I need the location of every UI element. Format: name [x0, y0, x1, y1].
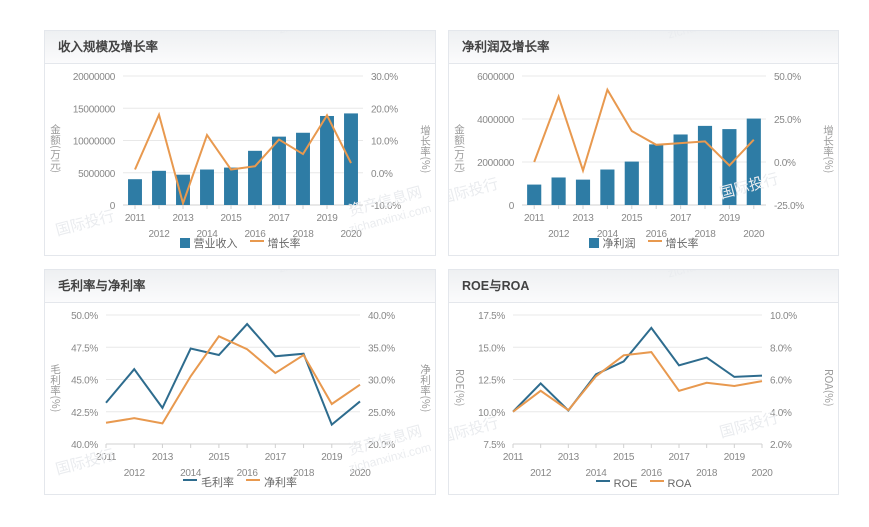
svg-text:35.0%: 35.0% — [368, 343, 395, 354]
svg-text:2011: 2011 — [524, 213, 545, 224]
svg-text:50.0%: 50.0% — [71, 311, 98, 322]
svg-text:-25.0%: -25.0% — [774, 201, 804, 212]
svg-text:2000000: 2000000 — [477, 158, 515, 169]
svg-text:2017: 2017 — [668, 452, 690, 463]
svg-text:10000000: 10000000 — [73, 137, 116, 148]
svg-text:30.0%: 30.0% — [368, 376, 395, 387]
svg-text:10.0%: 10.0% — [478, 408, 505, 419]
svg-text:2011: 2011 — [125, 213, 146, 224]
svg-text:15000000: 15000000 — [73, 104, 116, 115]
svg-text:0.0%: 0.0% — [774, 158, 796, 169]
svg-text:17.5%: 17.5% — [478, 311, 505, 322]
svg-text:40.0%: 40.0% — [71, 440, 98, 451]
svg-text:6000000: 6000000 — [477, 72, 515, 83]
svg-text:20000000: 20000000 — [73, 72, 116, 83]
svg-text:47.5%: 47.5% — [71, 343, 98, 354]
svg-text:2013: 2013 — [172, 213, 194, 224]
svg-text:10.0%: 10.0% — [770, 311, 797, 322]
svg-text:2.0%: 2.0% — [770, 440, 792, 451]
svg-text:5000000: 5000000 — [78, 169, 116, 180]
svg-text:2015: 2015 — [208, 452, 230, 463]
svg-text:42.5%: 42.5% — [71, 408, 98, 419]
svg-text:2015: 2015 — [621, 213, 643, 224]
svg-text:4.0%: 4.0% — [770, 408, 792, 419]
svg-text:15.0%: 15.0% — [478, 343, 505, 354]
svg-text:2019: 2019 — [719, 213, 741, 224]
svg-text:6.0%: 6.0% — [770, 376, 792, 387]
svg-text:2019: 2019 — [321, 452, 343, 463]
svg-text:12.5%: 12.5% — [478, 376, 505, 387]
svg-text:-10.0%: -10.0% — [371, 201, 401, 212]
svg-text:4000000: 4000000 — [477, 115, 515, 126]
svg-text:0.0%: 0.0% — [371, 169, 393, 180]
svg-text:45.0%: 45.0% — [71, 376, 98, 387]
svg-text:2011: 2011 — [503, 452, 524, 463]
svg-text:20.0%: 20.0% — [371, 104, 398, 115]
svg-text:20.0%: 20.0% — [368, 440, 395, 451]
svg-text:40.0%: 40.0% — [368, 311, 395, 322]
svg-text:2013: 2013 — [558, 452, 580, 463]
svg-text:25.0%: 25.0% — [774, 115, 801, 126]
svg-text:0: 0 — [509, 201, 515, 212]
svg-text:10.0%: 10.0% — [371, 137, 398, 148]
svg-text:7.5%: 7.5% — [483, 440, 505, 451]
svg-text:2015: 2015 — [613, 452, 635, 463]
svg-text:50.0%: 50.0% — [774, 72, 801, 83]
svg-text:2017: 2017 — [670, 213, 692, 224]
svg-text:2011: 2011 — [96, 452, 117, 463]
svg-text:2013: 2013 — [152, 452, 174, 463]
svg-text:2013: 2013 — [572, 213, 594, 224]
svg-text:30.0%: 30.0% — [371, 72, 398, 83]
svg-text:0: 0 — [110, 201, 116, 212]
svg-text:8.0%: 8.0% — [770, 343, 792, 354]
svg-text:2015: 2015 — [220, 213, 242, 224]
svg-text:2017: 2017 — [265, 452, 287, 463]
svg-text:2017: 2017 — [268, 213, 290, 224]
svg-text:25.0%: 25.0% — [368, 408, 395, 419]
svg-text:2019: 2019 — [724, 452, 746, 463]
svg-text:2019: 2019 — [316, 213, 338, 224]
